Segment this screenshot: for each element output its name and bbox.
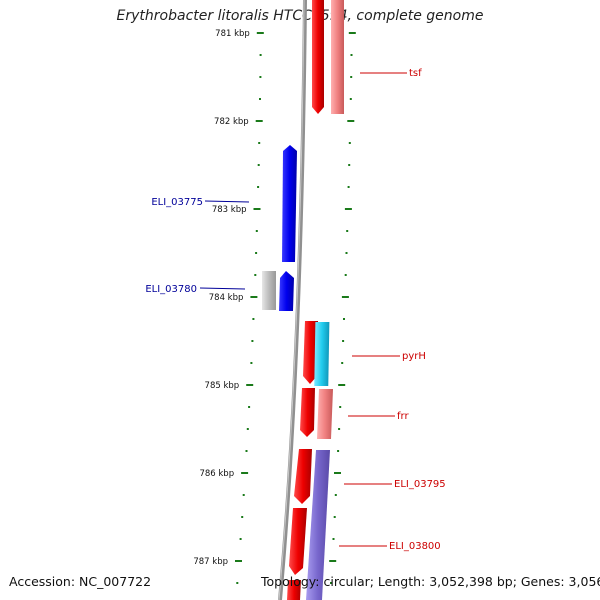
minor-tick [342,340,345,342]
minor-tick [341,362,344,364]
major-tick-right [329,560,337,562]
minor-tick [349,98,352,100]
major-tick [255,120,263,122]
minor-tick [250,362,253,364]
tick-dots [236,32,353,584]
minor-tick [330,582,332,584]
gene-pyrH[interactable] [303,321,330,386]
gene-tsf[interactable] [312,0,344,114]
minor-tick [257,186,260,188]
minor-tick [257,164,260,166]
tick-label: 781 kbp [215,29,250,39]
major-tick-right [348,32,356,34]
minor-tick [239,538,242,540]
major-tick [253,208,261,210]
minor-tick [255,230,258,232]
minor-tick [346,230,349,232]
minor-tick [242,494,245,496]
major-tick-right [338,384,346,386]
minor-tick [343,318,345,320]
minor-tick [350,54,353,56]
tick-label: 784 kbp [209,293,244,303]
tick-label: 786 kbp [199,469,234,479]
minor-tick [338,428,341,430]
major-tick [256,32,264,34]
minor-tick [345,252,348,254]
minor-tick [350,76,353,78]
gene-label-ELI_03795[interactable]: ELI_03795 [394,479,446,490]
backbone-highlight [278,0,305,600]
major-tick [246,384,254,386]
gene-frr[interactable] [300,388,333,439]
minor-tick [333,516,336,518]
gene-ELI_03800[interactable] [287,508,307,600]
gene-label-ELI_03800[interactable]: ELI_03800 [389,541,441,552]
minor-tick [259,54,262,56]
minor-tick [236,582,239,584]
gene-ELI_03795[interactable] [294,449,330,600]
minor-tick [347,186,350,188]
tick-labels: 781 kbp 782 kbp 783 kbp 784 kbp 785 kbp 786 k… [193,29,249,567]
gene-label-pyrH[interactable]: pyrH [402,351,426,362]
gene-ELI_03780[interactable] [262,271,294,311]
genome-title: Erythrobacter litoralis HTCC2594, comple… [116,8,484,24]
tick-label: 785 kbp [205,381,240,391]
minor-tick [339,406,342,408]
topology-text: Topology: circular; Length: 3,052,398 bp… [261,574,600,589]
gene-label-frr[interactable]: frr [397,411,409,422]
minor-tick [259,76,262,78]
major-tick [250,296,258,298]
minor-tick [251,340,254,342]
minor-tick [259,98,261,100]
gene-leader-line [199,287,246,290]
minor-tick [344,274,347,276]
minor-tick [334,494,337,496]
minor-tick [258,142,261,144]
major-tick-right [347,120,355,122]
major-tick-right [344,208,352,210]
minor-tick [246,428,249,430]
minor-tick [255,252,258,254]
minor-tick [348,164,351,166]
tick-label: 782 kbp [214,117,249,127]
minor-tick [254,274,257,276]
gene-label-ELI_03780[interactable]: ELI_03780 [145,284,197,295]
gene-label-ELI_03775[interactable]: ELI_03775 [151,197,203,208]
genome-backbone [278,0,307,600]
major-tick [241,472,249,474]
minor-tick [337,450,340,452]
gene-ELI_03775[interactable] [282,145,297,262]
minor-tick [241,516,244,518]
gene-labels: tsf ELI_03775 ELI_03780 pyrH frr ELI_03795 ELI… [145,68,445,552]
gene-label-tsf[interactable]: tsf [409,68,422,79]
gene-leader-line [204,200,250,203]
major-tick-right [334,472,341,474]
minor-tick [245,450,248,452]
major-tick [235,560,242,562]
minor-tick [332,538,335,540]
minor-tick [248,406,251,408]
minor-tick [252,318,255,320]
tick-label: 787 kbp [193,557,228,567]
major-ticks [235,32,356,562]
major-tick-right [341,296,349,298]
minor-tick [348,142,351,144]
accession-text: Accession: NC_007722 [9,574,152,589]
tick-label: 783 kbp [212,205,247,215]
